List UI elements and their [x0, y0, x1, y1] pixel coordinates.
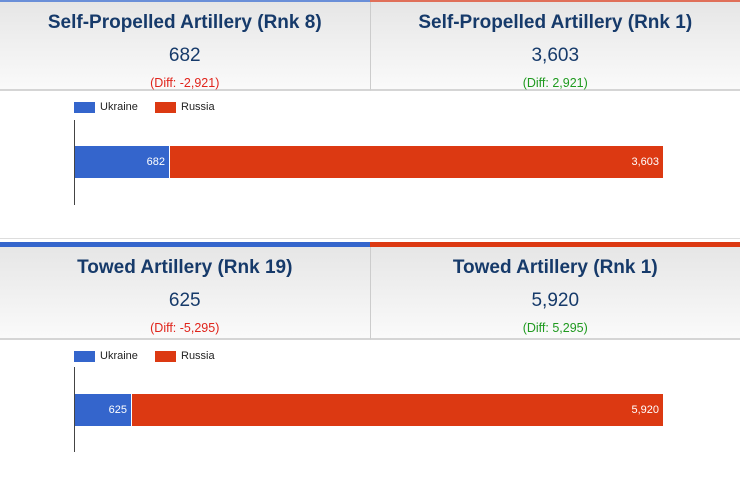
russia-swatch	[155, 350, 176, 362]
section-1-cards: Self-Propelled Artillery (Rnk 8) 682 (Di…	[0, 2, 740, 91]
legend-russia[interactable]: Russia	[155, 101, 215, 113]
legend-ukraine[interactable]: Ukraine	[74, 350, 138, 362]
legend-label: Ukraine	[100, 101, 138, 113]
section-divider	[0, 238, 740, 239]
card-title: Towed Artillery (Rnk 1)	[452, 257, 658, 278]
bar-label: 625	[108, 404, 127, 416]
bar-label: 5,920	[631, 404, 659, 416]
russia-swatch	[155, 101, 176, 113]
chart-axis	[74, 120, 75, 205]
section-1-top-line	[0, 0, 740, 2]
section-2-cards: Towed Artillery (Rnk 19) 625 (Diff: -5,2…	[0, 247, 740, 340]
card-title: Self-Propelled Artillery (Rnk 1)	[418, 12, 693, 33]
russia-bar[interactable]: 5,920	[131, 394, 663, 426]
legend-label: Russia	[181, 101, 215, 113]
card-title: Self-Propelled Artillery (Rnk 8)	[47, 12, 322, 33]
card-diff: (Diff: 2,921)	[522, 76, 588, 90]
ukraine-swatch	[74, 101, 95, 113]
card-diff: (Diff: -2,921)	[150, 76, 220, 90]
russia-card: Self-Propelled Artillery (Rnk 1) 3,603 (…	[370, 2, 740, 91]
section-2-top-line	[0, 242, 740, 247]
russia-bar[interactable]: 3,603	[169, 146, 663, 178]
legend-label: Russia	[181, 350, 215, 362]
card-title: Towed Artillery (Rnk 19)	[77, 257, 293, 278]
chart-axis	[74, 367, 75, 452]
card-value: 682	[168, 45, 201, 66]
ukraine-bar[interactable]: 682	[75, 146, 169, 178]
card-value: 3,603	[531, 45, 580, 66]
legend-label: Ukraine	[100, 350, 138, 362]
legend-russia[interactable]: Russia	[155, 350, 215, 362]
ukraine-swatch	[74, 350, 95, 362]
russia-card: Towed Artillery (Rnk 1) 5,920 (Diff: 5,2…	[370, 247, 740, 340]
ukraine-bar[interactable]: 625	[75, 394, 131, 426]
bar-label: 3,603	[631, 156, 659, 168]
ukraine-card: Self-Propelled Artillery (Rnk 8) 682 (Di…	[0, 2, 371, 91]
card-value: 625	[168, 290, 201, 311]
card-value: 5,920	[531, 290, 580, 311]
card-diff: (Diff: -5,295)	[150, 321, 220, 335]
ukraine-card: Towed Artillery (Rnk 19) 625 (Diff: -5,2…	[0, 247, 371, 340]
card-diff: (Diff: 5,295)	[522, 321, 588, 335]
bar-label: 682	[146, 156, 165, 168]
legend-ukraine[interactable]: Ukraine	[74, 101, 138, 113]
